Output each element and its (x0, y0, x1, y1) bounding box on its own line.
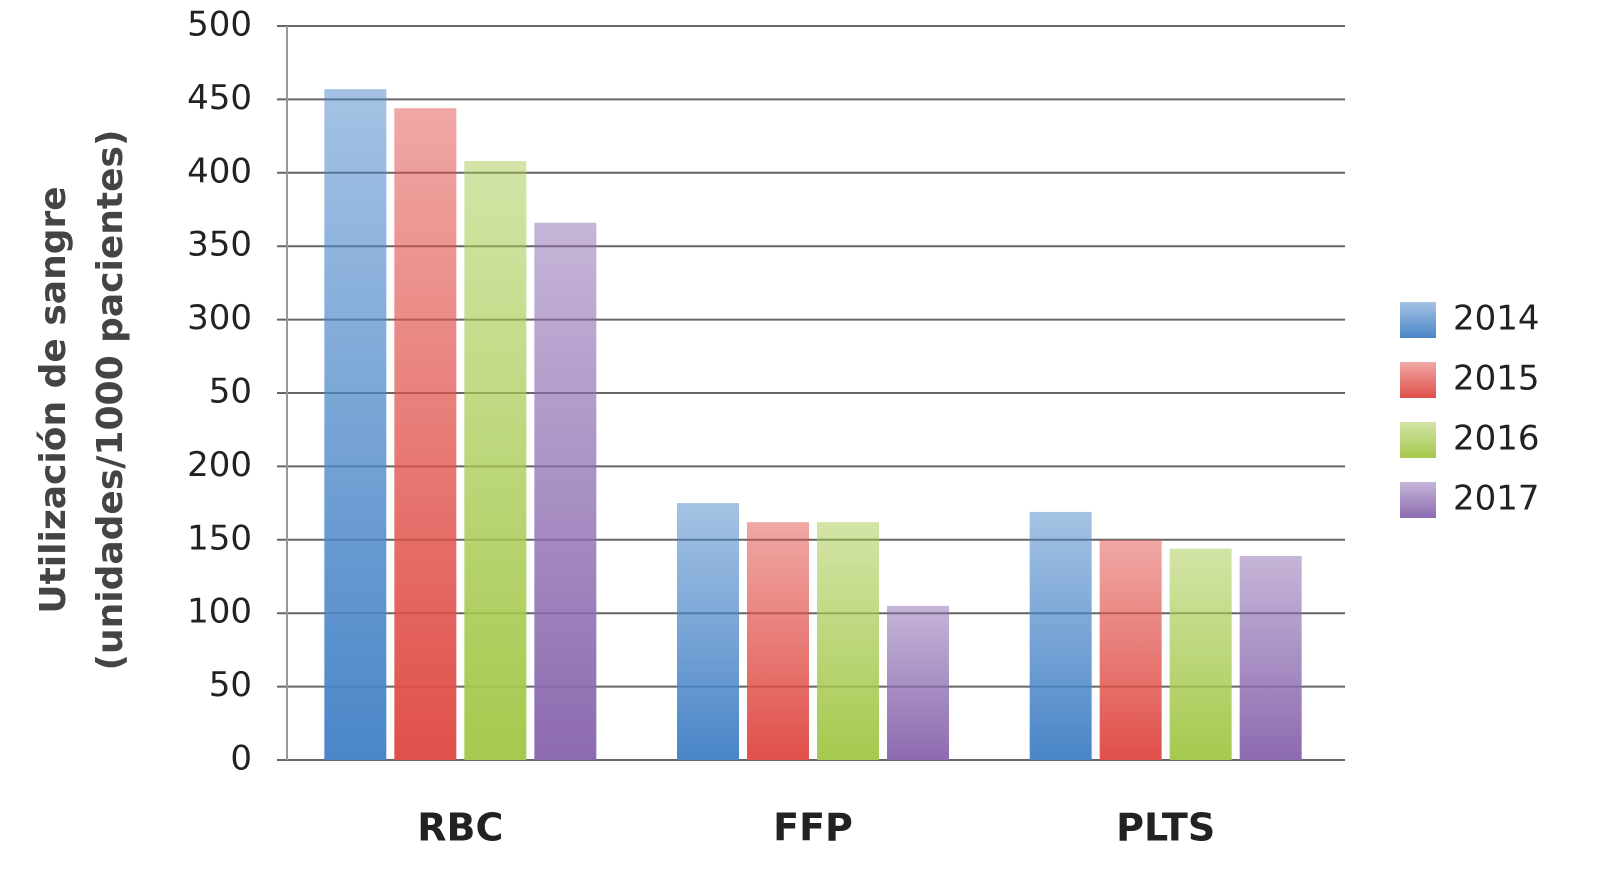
y-tick-label: 200 (187, 445, 252, 485)
legend-label: 2014 (1453, 299, 1540, 339)
y-tick-label: 500 (187, 5, 252, 45)
y-tick-label: 50 (209, 372, 252, 412)
x-tick-label: FFP (773, 806, 853, 850)
bar (887, 605, 949, 760)
x-tick-label: RBC (417, 806, 503, 850)
y-axis-label: (unidades/1000 pacientes) (90, 130, 131, 671)
bar (324, 89, 387, 760)
y-tick-label: 300 (187, 298, 252, 338)
bar (747, 522, 809, 760)
y-tick-label: 100 (187, 592, 252, 632)
legend-swatch (1400, 422, 1436, 458)
y-tick-label: 0 (230, 739, 252, 779)
legend-label: 2015 (1453, 359, 1540, 399)
y-axis-label: Utilización de sangre (33, 186, 74, 613)
bar (817, 522, 879, 760)
legend-swatch (1400, 302, 1436, 338)
y-tick-label: 400 (187, 151, 252, 191)
bar (394, 108, 457, 760)
legend-label: 2016 (1453, 419, 1540, 459)
bar (1099, 539, 1162, 760)
bar (677, 503, 739, 760)
y-tick-label: 50 (209, 665, 252, 705)
bar (1239, 555, 1302, 760)
legend-swatch (1400, 482, 1436, 518)
x-tick-label: PLTS (1116, 806, 1215, 850)
bar (1169, 548, 1232, 760)
legend-label: 2017 (1453, 479, 1540, 519)
bar (464, 161, 527, 760)
y-tick-label: 450 (187, 78, 252, 118)
bar (534, 222, 597, 760)
bar (1029, 511, 1092, 760)
y-tick-label: 150 (187, 518, 252, 558)
legend-swatch (1400, 362, 1436, 398)
y-tick-label: 350 (187, 225, 252, 265)
